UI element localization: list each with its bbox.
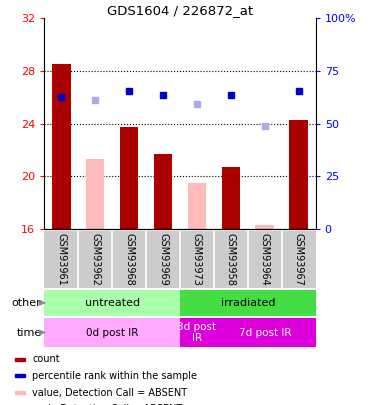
Text: other: other <box>12 298 42 308</box>
Bar <box>187 183 206 229</box>
Bar <box>214 231 248 288</box>
Bar <box>52 64 70 229</box>
Bar <box>146 231 180 288</box>
Bar <box>120 128 139 229</box>
Bar <box>214 318 316 347</box>
Text: untreated: untreated <box>85 298 140 308</box>
Text: GSM93968: GSM93968 <box>124 232 134 285</box>
Text: GSM93969: GSM93969 <box>158 232 168 285</box>
Bar <box>15 374 25 377</box>
Text: GSM93967: GSM93967 <box>294 232 304 286</box>
Text: 0d post IR: 0d post IR <box>86 328 138 337</box>
Text: value, Detection Call = ABSENT: value, Detection Call = ABSENT <box>32 388 187 398</box>
Bar <box>86 159 104 229</box>
Bar <box>248 231 282 288</box>
Bar <box>78 231 112 288</box>
Bar <box>290 119 308 229</box>
Text: count: count <box>32 354 60 364</box>
Text: GSM93973: GSM93973 <box>192 232 202 286</box>
Bar <box>44 290 180 316</box>
Bar <box>44 318 180 347</box>
Bar <box>256 225 274 229</box>
Bar <box>154 154 172 229</box>
Text: GSM93962: GSM93962 <box>90 232 100 286</box>
Text: irradiated: irradiated <box>221 298 275 308</box>
Text: percentile rank within the sample: percentile rank within the sample <box>32 371 198 381</box>
Text: time: time <box>16 328 42 337</box>
Bar <box>15 358 25 361</box>
Bar <box>15 391 25 394</box>
Bar <box>44 231 78 288</box>
Text: 3d post
IR: 3d post IR <box>177 322 216 343</box>
Text: rank, Detection Call = ABSENT: rank, Detection Call = ABSENT <box>32 404 183 405</box>
Bar <box>112 231 146 288</box>
Text: GSM93961: GSM93961 <box>56 232 66 285</box>
Bar <box>180 290 316 316</box>
Bar <box>282 231 316 288</box>
Text: 7d post IR: 7d post IR <box>239 328 291 337</box>
Bar <box>180 318 214 347</box>
Title: GDS1604 / 226872_at: GDS1604 / 226872_at <box>107 4 253 17</box>
Text: GSM93958: GSM93958 <box>226 232 236 286</box>
Bar <box>180 231 214 288</box>
Bar <box>221 167 240 229</box>
Text: GSM93964: GSM93964 <box>260 232 270 285</box>
